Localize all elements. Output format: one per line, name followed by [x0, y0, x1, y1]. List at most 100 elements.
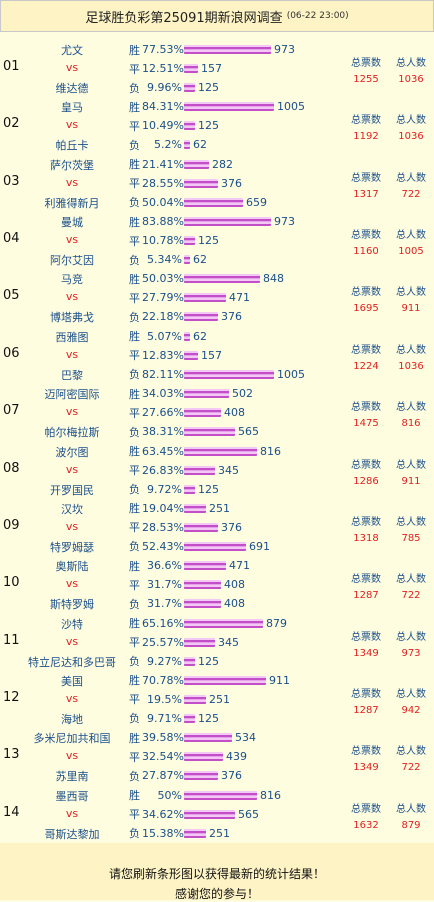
lose-row: 负 38.31% 565 [129, 424, 259, 439]
win-label: 胜 [129, 43, 140, 57]
match-number: 13 [3, 747, 20, 763]
away-team: 特立尼达和多巴哥 [28, 655, 116, 669]
win-label: 胜 [129, 789, 140, 803]
total-votes: 总票数 1632 [346, 800, 386, 831]
total-votes-value: 1192 [353, 131, 379, 143]
total-people-value: 911 [401, 303, 421, 315]
total-people-label: 总人数 [396, 230, 426, 242]
vs-label: vs [65, 749, 79, 763]
total-votes: 总票数 1287 [346, 685, 386, 716]
total-people-value: 1036 [398, 74, 424, 85]
total-votes-value: 1224 [353, 360, 379, 372]
draw-bar [184, 236, 195, 246]
win-percent: 34.03% [142, 387, 184, 401]
win-bar [184, 503, 206, 513]
win-bar [184, 274, 260, 284]
total-people-label: 总人数 [396, 746, 426, 758]
total-votes-value: 1287 [353, 704, 379, 716]
match-number: 06 [3, 345, 20, 361]
draw-row: 平 10.49% 125 [129, 118, 219, 133]
lose-label: 负 [129, 253, 140, 267]
draw-percent: 31.7% [147, 578, 182, 592]
win-label: 胜 [129, 674, 140, 688]
draw-row: 平 25.57% 345 [129, 635, 239, 650]
home-team: 迈阿密国际 [44, 388, 100, 402]
draw-count: 345 [218, 463, 239, 477]
home-team: 马竞 [61, 273, 83, 287]
draw-percent: 12.51% [142, 62, 184, 75]
total-votes-value: 1160 [353, 246, 379, 258]
win-row: 胜 50% 816 [129, 788, 281, 803]
total-votes-label: 总票数 [351, 688, 381, 700]
total-people-value: 942 [401, 704, 421, 716]
draw-bar [184, 121, 195, 131]
win-count: 973 [274, 43, 295, 56]
total-votes: 总票数 1255 [346, 54, 386, 85]
lose-bar [184, 713, 195, 723]
home-team: 汉坎 [61, 502, 83, 516]
win-count: 282 [212, 157, 233, 171]
lose-percent: 15.38% [142, 826, 184, 840]
draw-row: 平 26.83% 345 [129, 463, 239, 478]
win-bar [184, 217, 271, 227]
total-votes-label: 总票数 [351, 58, 381, 69]
match-list: 01 尤文 vs 维达德胜 77.53% 973 平 12.51% 157 负 9.96% 125 总票… [0, 40, 434, 843]
lose-percent: 27.87% [142, 769, 184, 783]
total-votes: 总票数 1318 [346, 513, 386, 544]
lose-row: 负 5.34% 62 [129, 252, 207, 267]
match-number: 07 [3, 403, 20, 419]
draw-row: 平 27.66% 408 [129, 405, 245, 420]
win-row: 胜 65.16% 879 [129, 616, 287, 631]
match-number: 12 [3, 689, 20, 705]
draw-label: 平 [129, 177, 140, 191]
draw-row: 平 12.51% 157 [129, 61, 222, 76]
draw-percent: 34.62% [142, 807, 184, 821]
win-label: 胜 [129, 559, 140, 573]
lose-bar [184, 197, 243, 207]
lose-count: 62 [193, 138, 207, 152]
home-team: 萨尔茨堡 [50, 158, 94, 172]
lose-count: 408 [224, 597, 245, 611]
vs-label: vs [65, 691, 79, 705]
win-bar [184, 446, 257, 456]
match-number: 08 [3, 460, 20, 476]
win-label: 胜 [129, 731, 140, 745]
lose-bar [184, 599, 221, 609]
lose-bar [184, 369, 274, 379]
match-number: 11 [3, 632, 20, 648]
total-votes-value: 1349 [353, 647, 379, 659]
win-count: 879 [266, 616, 287, 630]
home-team: 尤文 [61, 44, 83, 57]
draw-row: 平 32.54% 439 [129, 749, 247, 764]
lose-label: 负 [129, 655, 140, 669]
draw-count: 345 [218, 635, 239, 649]
total-people: 总人数 973 [391, 628, 431, 659]
total-people-value: 722 [401, 762, 421, 774]
total-people: 总人数 722 [391, 742, 431, 773]
lose-row: 负 22.18% 376 [129, 309, 242, 324]
home-team: 奥斯陆 [55, 560, 89, 574]
away-team: 帕尔梅拉斯 [44, 426, 100, 440]
total-votes-value: 1475 [353, 418, 379, 430]
draw-bar [184, 293, 226, 303]
home-team: 沙特 [61, 617, 83, 631]
lose-count: 376 [221, 310, 242, 324]
total-votes-label: 总票数 [351, 172, 381, 184]
match-row: 08 波尔图 vs 开罗国民 胜 63.45% 816 平 26.83% 345 负 9.72% 125… [0, 442, 434, 499]
total-people-value: 1036 [398, 360, 424, 372]
total-votes-value: 1318 [353, 532, 379, 544]
win-count: 62 [193, 329, 207, 343]
total-people-value: 722 [401, 188, 421, 200]
lose-row: 负 31.7% 408 [129, 596, 245, 611]
win-percent: 39.58% [142, 731, 184, 745]
win-percent: 84.31% [142, 100, 184, 114]
total-people-label: 总人数 [396, 287, 426, 299]
lose-row: 负 15.38% 251 [129, 826, 230, 841]
draw-count: 157 [201, 62, 222, 75]
match-row: 02 皇马 vs 帕丘卡 胜 84.31% 1005 平 10.49% 125 负 5.2% 62 总票数… [0, 97, 434, 154]
match-row: 11 沙特 vs 特立尼达和多巴哥 胜 65.16% 879 平 25.57% 345 负 9.27%… [0, 614, 434, 671]
lose-percent: 5.2% [154, 138, 182, 152]
lose-count: 125 [198, 711, 219, 725]
win-row: 胜 83.88% 973 [129, 214, 295, 229]
draw-label: 平 [129, 62, 140, 76]
